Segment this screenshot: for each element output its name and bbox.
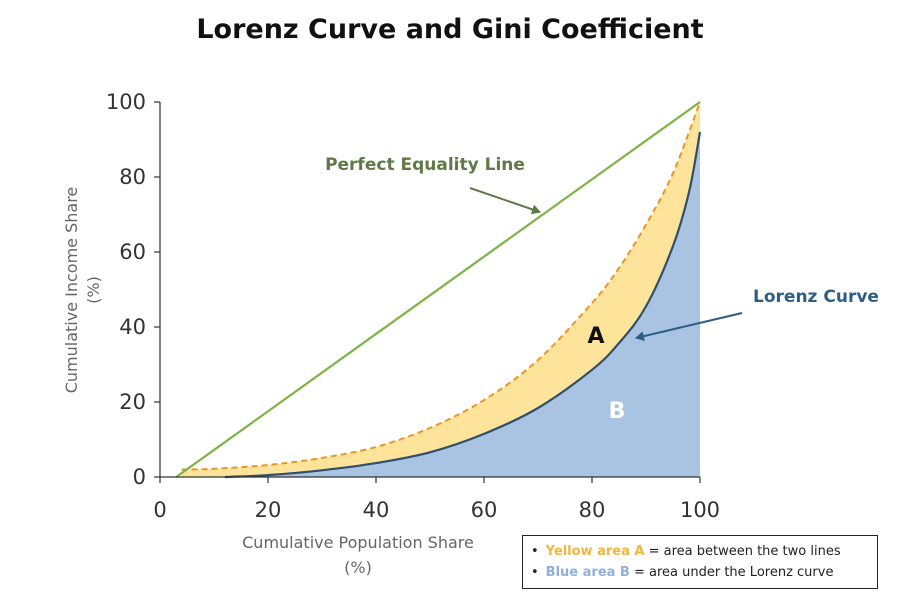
yellow-area-term: Yellow area A xyxy=(545,544,645,559)
x-tick-label: 0 xyxy=(153,498,166,522)
yellow-area-description: = area between the two lines xyxy=(648,544,841,559)
lorenz-arrow xyxy=(635,312,743,342)
x-tick-label: 20 xyxy=(255,498,282,522)
x-axis-title: Cumulative Population Share xyxy=(242,533,474,552)
equality-line-label: Perfect Equality Line xyxy=(325,155,525,175)
bullet-icon: • xyxy=(531,544,539,559)
x-tick-label: 80 xyxy=(579,498,606,522)
bullet-icon: • xyxy=(531,565,539,580)
area-legend-note: • Yellow area A = area between the two l… xyxy=(522,535,878,589)
x-tick-label: 40 xyxy=(363,498,390,522)
y-axis-title: (%) xyxy=(84,276,103,304)
blue-area-description: = area under the Lorenz curve xyxy=(633,565,834,580)
y-tick-label: 60 xyxy=(119,240,146,264)
equality-line xyxy=(175,101,701,478)
equality-arrow xyxy=(469,187,541,215)
area-b-label: B xyxy=(609,399,626,424)
area-a-fill xyxy=(181,102,701,477)
y-tick-label: 20 xyxy=(119,390,146,414)
area-a-label: A xyxy=(587,324,604,349)
y-tick-label: 0 xyxy=(133,465,146,489)
chart-title: Lorenz Curve and Gini Coefficient xyxy=(196,14,704,45)
y-tick-label: 100 xyxy=(106,90,146,114)
area-b-fill xyxy=(224,132,701,477)
note-row-yellow: • Yellow area A = area between the two l… xyxy=(531,541,869,562)
y-tick-label: 40 xyxy=(119,315,146,339)
dashed-curve xyxy=(181,101,701,471)
x-axis-title: (%) xyxy=(344,558,372,577)
blue-area-term: Blue area B xyxy=(545,565,630,580)
x-tick-label: 100 xyxy=(680,498,720,522)
x-tick-label: 60 xyxy=(471,498,498,522)
lorenz-curve-label: Lorenz Curve xyxy=(753,287,879,307)
note-row-blue: • Blue area B = area under the Lorenz cu… xyxy=(531,562,869,583)
y-axis-title: Cumulative Income Share xyxy=(62,187,81,394)
y-tick-label: 80 xyxy=(119,165,146,189)
lorenz-curve-line xyxy=(224,131,702,479)
